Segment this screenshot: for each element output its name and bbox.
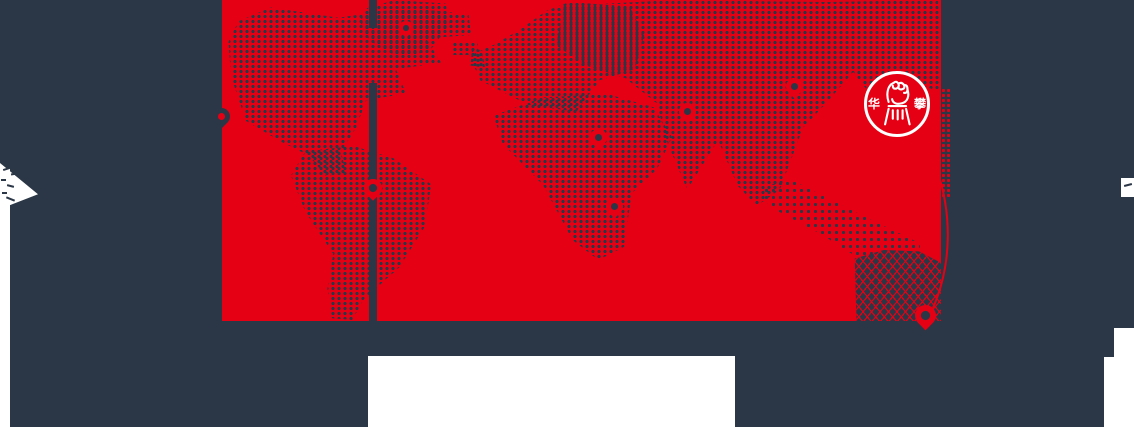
- panel-divider-bottom: [369, 83, 377, 321]
- map-region-iceland: [452, 42, 478, 55]
- edge-glyph-dash: [1, 179, 6, 181]
- bottom-right-cutout2: [1104, 357, 1134, 427]
- edge-glyph-dash: [5, 196, 16, 202]
- company-seal-logo[interactable]: 华 攀: [864, 71, 930, 137]
- seal-char-left: 华: [868, 97, 881, 111]
- fist-icon: [884, 80, 911, 126]
- edge-glyph-dash: [10, 172, 18, 176]
- edge-glyph-dash: [1123, 183, 1133, 187]
- edge-glyph-dash: [2, 166, 11, 172]
- page-margin-left: [0, 168, 10, 427]
- edge-glyph-dash: [2, 192, 7, 194]
- map-region-northeast-overhang: [941, 88, 952, 198]
- edge-glyph-dash: [6, 184, 15, 188]
- right-edge-cutout: [1121, 178, 1134, 197]
- bottom-content-area: [368, 356, 735, 427]
- panel-divider-top: [369, 0, 377, 28]
- seal-char-right: 攀: [913, 97, 926, 111]
